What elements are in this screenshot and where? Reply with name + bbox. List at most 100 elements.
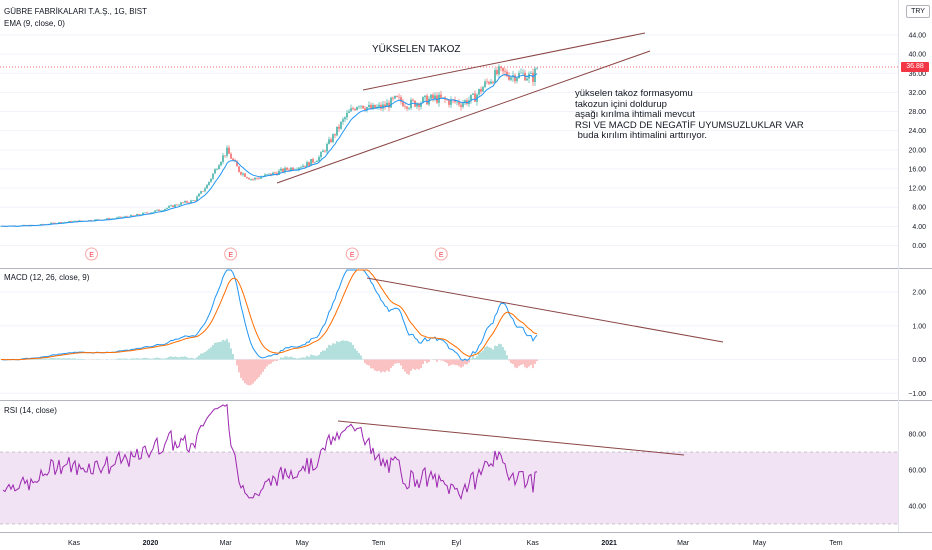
price-tick-label: 20.00 [908, 147, 926, 154]
time-tick-label: Mar [220, 540, 233, 547]
candle-body [186, 201, 188, 203]
candle-body [256, 177, 258, 179]
candle-body [274, 172, 276, 174]
candle-body [168, 206, 170, 208]
candle-body [138, 214, 140, 215]
candle-body [76, 220, 78, 222]
candle-body [384, 104, 386, 107]
candle-body [502, 67, 504, 72]
candle-body [390, 97, 392, 108]
candle-body [298, 167, 300, 170]
candle-body [406, 106, 408, 109]
candle-body [346, 112, 348, 118]
time-tick-label: Mar [677, 540, 690, 547]
candle-body [144, 212, 146, 214]
candle-body [206, 184, 208, 189]
candle-body [120, 216, 122, 218]
candle-body [194, 200, 196, 202]
rsi-legend: RSI (14, close) [4, 406, 57, 415]
note-line: aşağı kırılma ihtimali mevcut [575, 109, 695, 120]
price-scale-border [898, 0, 899, 532]
candle-body [482, 87, 484, 92]
candle-body [430, 94, 432, 99]
candle-body [278, 170, 280, 175]
candle-body [422, 97, 424, 103]
candle-body [166, 207, 168, 209]
candle-body [292, 167, 294, 170]
earnings-marker-label: E [439, 252, 444, 259]
candle-body [290, 167, 292, 171]
time-tick-label: May [753, 540, 767, 547]
price-pane[interactable]: 44.00 40.00 36.00 32.00 28.00 24.00 20.00 16.00… [0, 0, 932, 268]
candle-body [142, 212, 144, 215]
candle-body [188, 202, 190, 204]
candle-body [260, 177, 262, 179]
time-axis[interactable]: Kas 2020 Mar May Tem Eyl Kas 2021 Mar May Tem [0, 532, 932, 550]
candle-body [336, 126, 338, 136]
candle-body [312, 159, 314, 163]
candle-body [470, 94, 472, 101]
candle-body [210, 178, 212, 182]
candle-body [280, 168, 282, 171]
candle-body [154, 210, 156, 212]
candle-body [332, 134, 334, 143]
candle-body [504, 71, 506, 72]
earnings-marker-icon [345, 247, 359, 261]
macd-pane[interactable]: 2.00 1.00 0.00 −1.00 [0, 268, 932, 400]
wedge-lower-trendline [276, 50, 651, 184]
candle-body [220, 161, 222, 166]
candle-body [520, 72, 522, 74]
candle-body [276, 173, 278, 175]
candle-body [412, 99, 414, 101]
candle-body [216, 169, 218, 170]
time-tick-label: May [295, 540, 309, 547]
candle-body [374, 104, 376, 109]
candle-body [250, 179, 252, 180]
candle-body [302, 165, 304, 168]
candle-body [400, 97, 402, 102]
candle-body [386, 102, 388, 107]
candle-body [518, 72, 520, 79]
candle-body [204, 188, 206, 192]
candle-body [58, 222, 60, 224]
candle-body [326, 143, 328, 152]
candle-body [360, 105, 362, 107]
candle-body [392, 97, 394, 99]
macd-divergence-trendline [366, 277, 724, 343]
candle-body [480, 89, 482, 92]
candle-body [208, 181, 210, 185]
candle-body [162, 210, 164, 211]
price-tick-label: 28.00 [908, 109, 926, 116]
candle-body [454, 99, 456, 103]
macd-tick-label: 0.00 [912, 357, 926, 364]
candle-body [432, 94, 434, 99]
candle-body [252, 179, 254, 180]
candle-body [124, 216, 126, 217]
candle-body [488, 81, 490, 84]
candle-body [244, 173, 246, 177]
macd-tick-label: 1.00 [912, 323, 926, 330]
candle-body [176, 204, 178, 206]
rsi-pane[interactable]: 80.00 60.00 40.00 [0, 400, 932, 532]
macd-legend: MACD (12, 26, close, 9) [4, 273, 90, 282]
candle-body [22, 224, 24, 226]
candle-body [152, 211, 154, 213]
candle-body [486, 81, 488, 83]
candle-body [330, 139, 332, 143]
candle-body [350, 108, 352, 112]
rsi-band [0, 452, 898, 524]
candle-body [198, 193, 200, 197]
candle-body [516, 78, 518, 82]
note-line: RSI VE MACD DE NEGATİF UYUMSUZLUKLAR VAR [575, 119, 804, 131]
rsi-axis: 80.00 60.00 40.00 [908, 432, 926, 511]
price-tick-label: 44.00 [908, 33, 926, 40]
candle-body [514, 75, 516, 82]
candle-body [226, 147, 228, 156]
candle-body [286, 167, 288, 170]
candle-body [222, 155, 224, 162]
candle-body [150, 212, 152, 214]
currency-button[interactable]: TRY [906, 5, 930, 18]
candle-body [272, 172, 274, 176]
candle-body [74, 220, 76, 222]
